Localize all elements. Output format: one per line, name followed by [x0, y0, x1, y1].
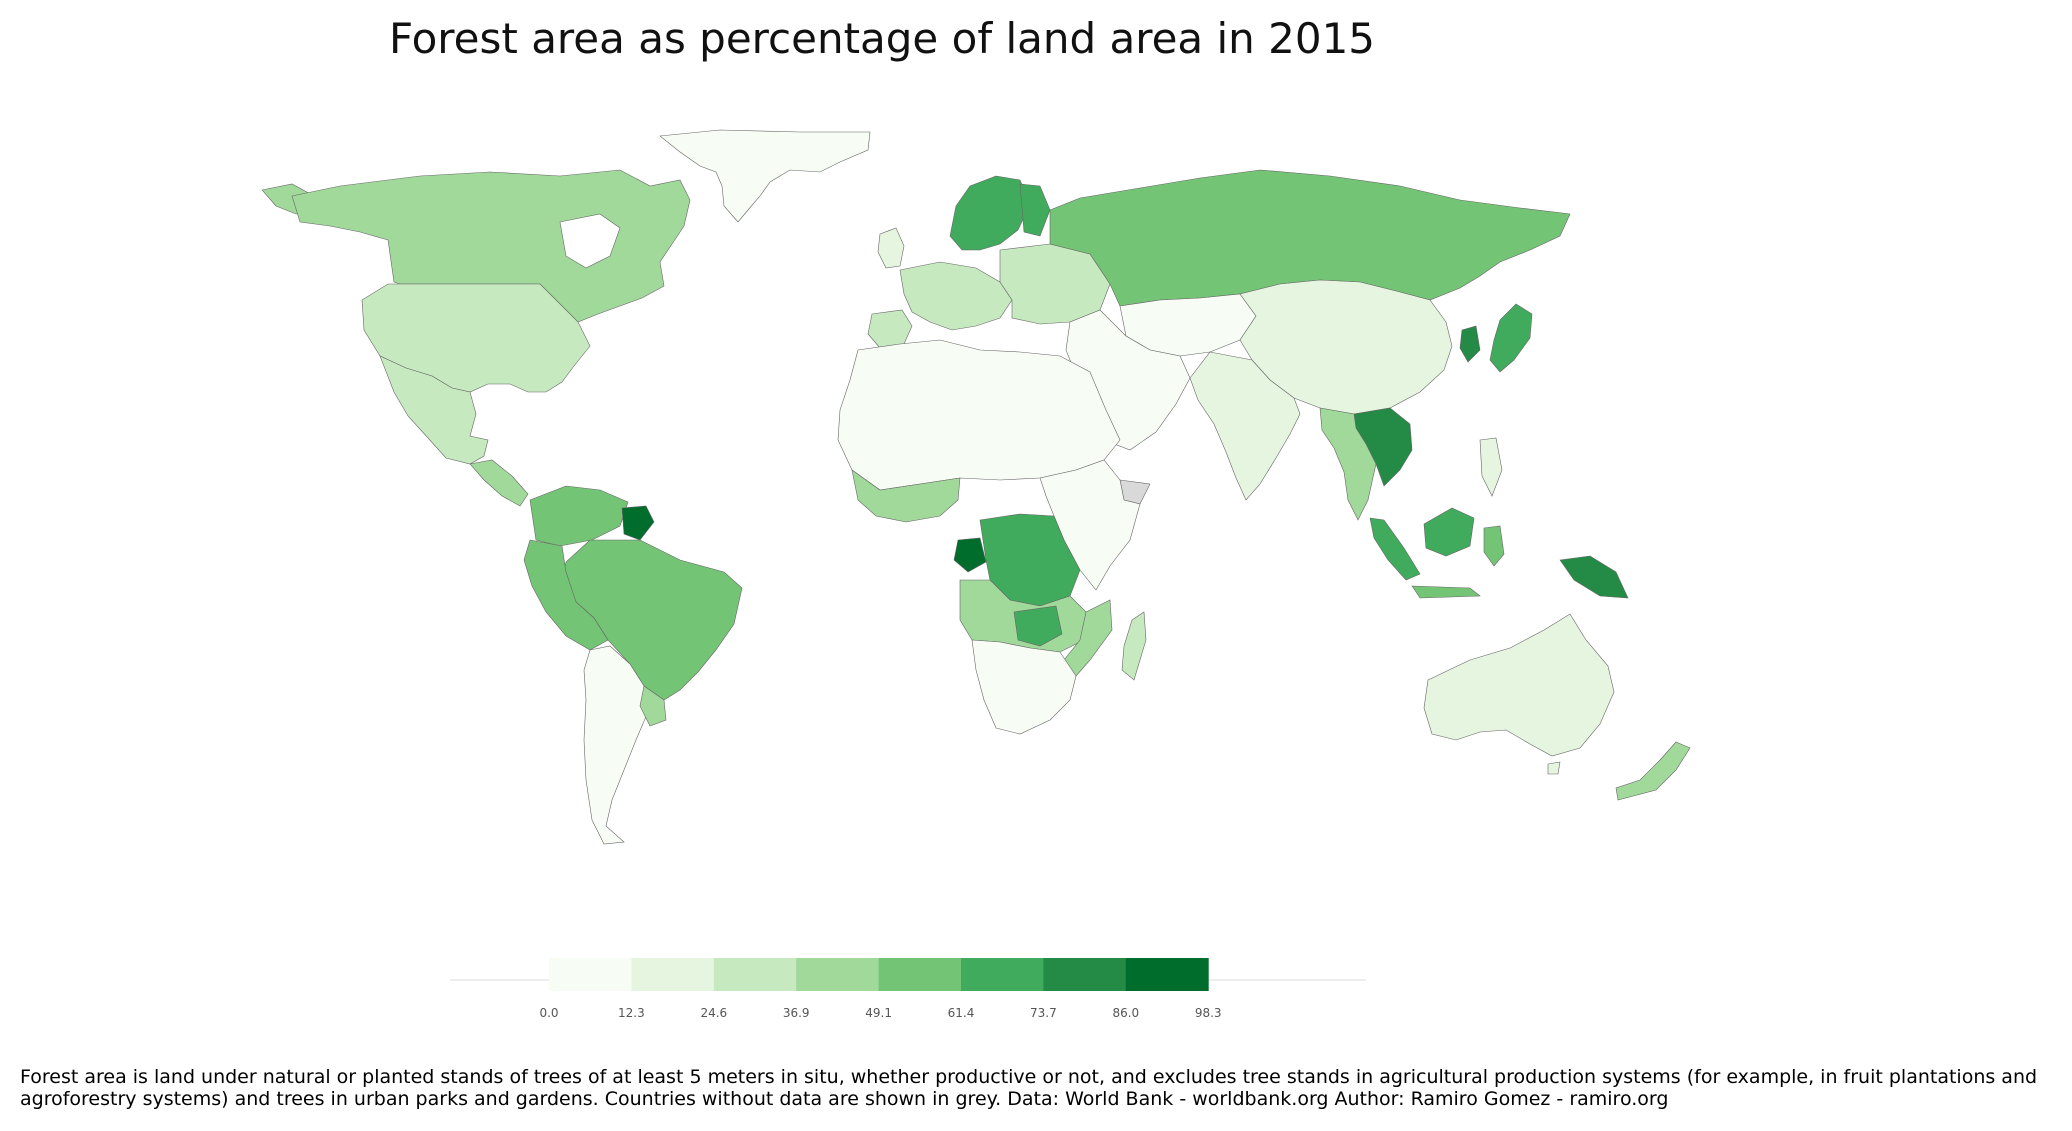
legend-swatches	[549, 958, 1209, 991]
country-madagascar	[1121, 611, 1147, 681]
country-sulawesi	[1483, 525, 1505, 567]
country-new-guinea	[1559, 555, 1629, 599]
legend-tick-label: 61.4	[948, 1006, 975, 1020]
country-myanmar	[1319, 407, 1377, 521]
country-hudson-bay	[559, 213, 621, 269]
legend-swatch	[878, 958, 962, 991]
legend-tick-label: 49.1	[865, 1006, 892, 1020]
countries-layer	[261, 129, 1691, 845]
legend-swatch	[796, 958, 880, 991]
country-zambia	[1013, 605, 1063, 647]
legend-swatch	[1043, 958, 1127, 991]
country-mexico	[379, 355, 489, 465]
map-title: Forest area as percentage of land area i…	[388, 14, 1376, 63]
country-borneo	[1423, 507, 1475, 557]
country-uk	[877, 227, 905, 269]
legend-swatch	[961, 958, 1044, 991]
legend-tick-label: 86.0	[1112, 1006, 1139, 1020]
legend-tick-label: 0.0	[539, 1006, 558, 1020]
country-central-america	[469, 459, 529, 507]
country-philippines	[1479, 437, 1503, 497]
legend-swatch	[1125, 958, 1209, 991]
country-canada	[291, 169, 691, 323]
legend-swatch	[549, 958, 632, 991]
legend-ticks: 0.0 12.3 24.6 36.9 49.1 61.4 73.7 86.0 98.3	[539, 1006, 1221, 1020]
country-greenland	[659, 129, 871, 223]
country-mozambique	[1063, 599, 1113, 677]
country-west-africa	[851, 469, 961, 523]
country-finland	[1019, 183, 1051, 237]
country-java	[1411, 585, 1481, 599]
country-sumatra	[1369, 517, 1421, 581]
country-guianas	[621, 505, 655, 541]
country-gabon	[953, 537, 987, 573]
country-new-zealand	[1615, 741, 1691, 801]
legend-tick-label: 98.3	[1195, 1006, 1222, 1020]
country-western-europe	[899, 261, 1013, 331]
caption-text: Forest area is land under natural or pla…	[20, 1066, 2038, 1110]
legend-tick-label: 12.3	[618, 1006, 645, 1020]
legend-tick-label: 36.9	[783, 1006, 810, 1020]
country-southern-cone	[583, 645, 649, 845]
country-peru-bolivia	[523, 539, 609, 651]
legend-swatch	[713, 958, 797, 991]
country-paraguay	[639, 685, 667, 727]
country-southern-africa	[971, 639, 1077, 735]
country-japan	[1489, 303, 1533, 373]
country-india	[1189, 351, 1301, 501]
country-korea	[1459, 325, 1481, 363]
country-tasmania	[1547, 761, 1561, 775]
country-colombia-venezuela	[529, 485, 629, 547]
legend-swatch	[631, 958, 715, 991]
country-australia	[1423, 613, 1615, 757]
legend-tick-label: 24.6	[700, 1006, 727, 1020]
legend-tick-label: 73.7	[1030, 1006, 1057, 1020]
